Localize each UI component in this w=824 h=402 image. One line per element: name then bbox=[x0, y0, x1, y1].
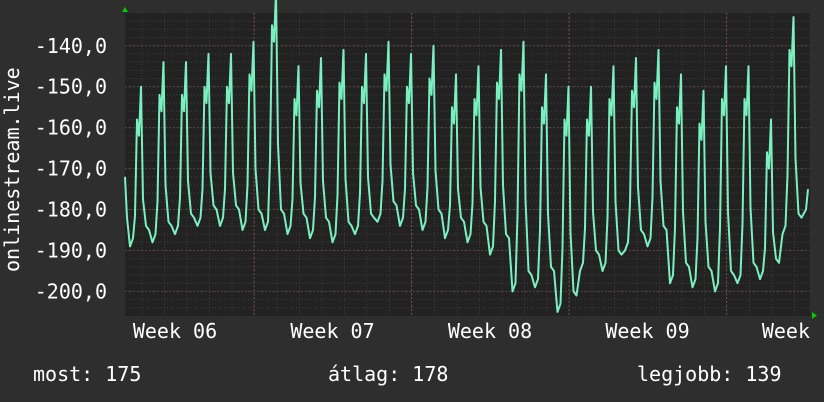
y-tick-label: -190,0 bbox=[35, 238, 107, 262]
y-tick-label: -180,0 bbox=[35, 198, 107, 222]
y-axis-arrow bbox=[122, 7, 128, 12]
x-tick-label: Week 07 bbox=[290, 319, 374, 343]
stat-best: legjobb: 139 bbox=[637, 362, 782, 386]
series-line bbox=[124, 0, 809, 313]
x-tick-label: Week 06 bbox=[133, 319, 217, 343]
y-axis-label: onlinestream.live bbox=[0, 67, 24, 272]
x-tick-label: Week bbox=[762, 319, 810, 343]
x-axis-ticks: Week 06 Week 07 Week 08 Week 09 Week bbox=[133, 13, 810, 343]
x-tick-label: Week 08 bbox=[448, 319, 532, 343]
stat-average: átlag: 178 bbox=[328, 362, 449, 386]
stat-current: most: 175 bbox=[33, 362, 142, 386]
y-axis-ticks: -140,0 -150,0 -160,0 -170,0 -180,0 -190,0 -200… bbox=[35, 34, 810, 303]
plot-area bbox=[125, 13, 810, 316]
y-tick-label: -140,0 bbox=[35, 34, 107, 58]
x-tick-label: Week 09 bbox=[605, 319, 689, 343]
y-tick-label: -170,0 bbox=[35, 157, 107, 181]
y-tick-label: -200,0 bbox=[35, 279, 107, 303]
y-tick-label: -160,0 bbox=[35, 116, 107, 140]
y-tick-label: -150,0 bbox=[35, 75, 107, 99]
x-axis-arrow bbox=[812, 312, 817, 319]
